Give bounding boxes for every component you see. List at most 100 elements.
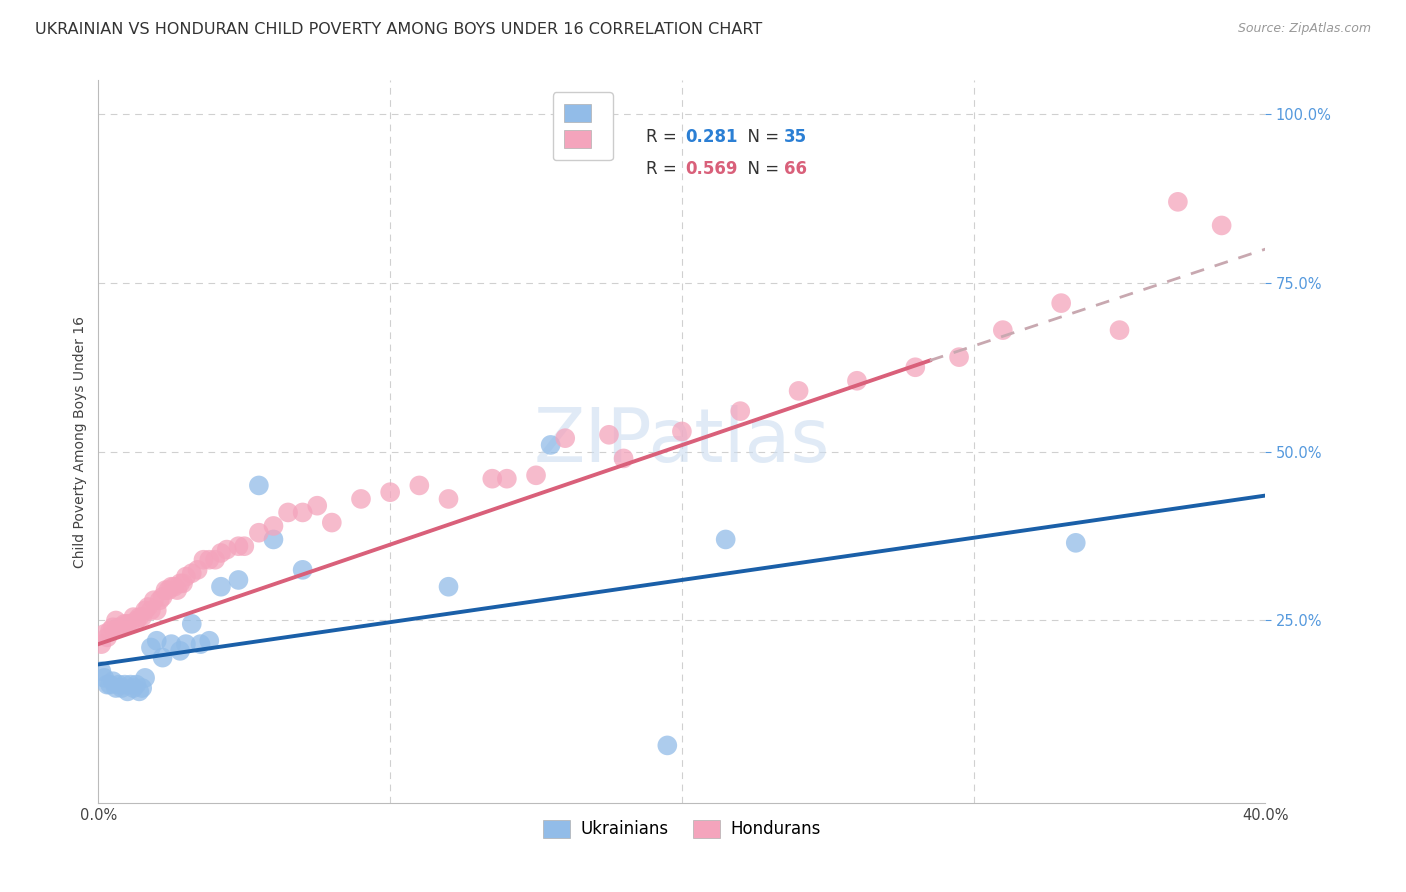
Point [169, 576, 191, 591]
Point [117, 684, 139, 698]
Point [134, 603, 156, 617]
Text: R =: R = [645, 160, 682, 178]
Point [101, 674, 124, 689]
Text: N =: N = [737, 128, 785, 146]
Point [671, 425, 693, 439]
Point [247, 478, 270, 492]
Point [209, 546, 232, 560]
Point [262, 533, 284, 547]
Point [122, 681, 145, 695]
Point [149, 593, 172, 607]
Point [139, 640, 162, 655]
Point [215, 542, 238, 557]
Text: N =: N = [737, 160, 785, 178]
Point [307, 499, 329, 513]
Point [108, 620, 131, 634]
Point [90, 637, 112, 651]
Point [787, 384, 810, 398]
Point [350, 491, 373, 506]
Y-axis label: Child Poverty Among Boys Under 16: Child Poverty Among Boys Under 16 [73, 316, 87, 567]
Point [101, 620, 124, 634]
Point [180, 616, 202, 631]
Point [174, 637, 197, 651]
Point [93, 671, 115, 685]
Point [228, 539, 250, 553]
Point [93, 627, 115, 641]
Point [90, 664, 112, 678]
Point [142, 593, 165, 607]
Point [166, 583, 188, 598]
Point [172, 576, 194, 591]
Point [131, 681, 153, 695]
Legend: Ukrainians, Hondurans: Ukrainians, Hondurans [537, 813, 827, 845]
Point [904, 360, 927, 375]
Point [114, 678, 136, 692]
Point [104, 614, 127, 628]
Point [155, 583, 177, 598]
Point [228, 573, 250, 587]
Point [104, 681, 127, 695]
Point [152, 650, 174, 665]
Text: UKRAINIAN VS HONDURAN CHILD POVERTY AMONG BOYS UNDER 16 CORRELATION CHART: UKRAINIAN VS HONDURAN CHILD POVERTY AMON… [35, 22, 762, 37]
Point [136, 599, 159, 614]
Point [321, 516, 343, 530]
Point [198, 552, 221, 566]
Point [157, 583, 180, 598]
Point [96, 678, 118, 692]
Point [714, 533, 737, 547]
Point [114, 616, 136, 631]
Point [190, 637, 212, 651]
Point [380, 485, 402, 500]
Point [247, 525, 270, 540]
Point [233, 539, 256, 553]
Point [540, 438, 562, 452]
Point [128, 610, 150, 624]
Text: Source: ZipAtlas.com: Source: ZipAtlas.com [1237, 22, 1371, 36]
Point [1108, 323, 1130, 337]
Point [128, 684, 150, 698]
Point [524, 468, 547, 483]
Point [98, 678, 121, 692]
Point [111, 620, 134, 634]
Point [948, 350, 970, 364]
Point [198, 633, 221, 648]
Text: 66: 66 [783, 160, 807, 178]
Point [146, 603, 169, 617]
Point [125, 678, 148, 692]
Point [111, 681, 134, 695]
Point [174, 569, 197, 583]
Point [125, 614, 148, 628]
Point [209, 580, 232, 594]
Point [657, 739, 679, 753]
Point [437, 580, 460, 594]
Point [193, 552, 215, 566]
Point [481, 472, 503, 486]
Point [146, 633, 169, 648]
Point [160, 637, 183, 651]
Point [204, 552, 226, 566]
Point [134, 671, 156, 685]
Point [262, 519, 284, 533]
Text: ZIPatlas: ZIPatlas [534, 405, 830, 478]
Text: 0.569: 0.569 [685, 160, 738, 178]
Point [1050, 296, 1073, 310]
Text: 35: 35 [783, 128, 807, 146]
Point [122, 610, 145, 624]
Point [291, 563, 314, 577]
Point [554, 431, 576, 445]
Point [117, 616, 139, 631]
Point [1211, 219, 1233, 233]
Point [291, 505, 314, 519]
Point [277, 505, 299, 519]
Point [131, 610, 153, 624]
Point [598, 427, 620, 442]
Text: R =: R = [645, 128, 682, 146]
Point [730, 404, 752, 418]
Point [120, 678, 142, 692]
Point [160, 580, 183, 594]
Point [98, 624, 121, 638]
Point [437, 491, 460, 506]
Text: 0.281: 0.281 [685, 128, 738, 146]
Point [108, 678, 131, 692]
Point [180, 566, 202, 581]
